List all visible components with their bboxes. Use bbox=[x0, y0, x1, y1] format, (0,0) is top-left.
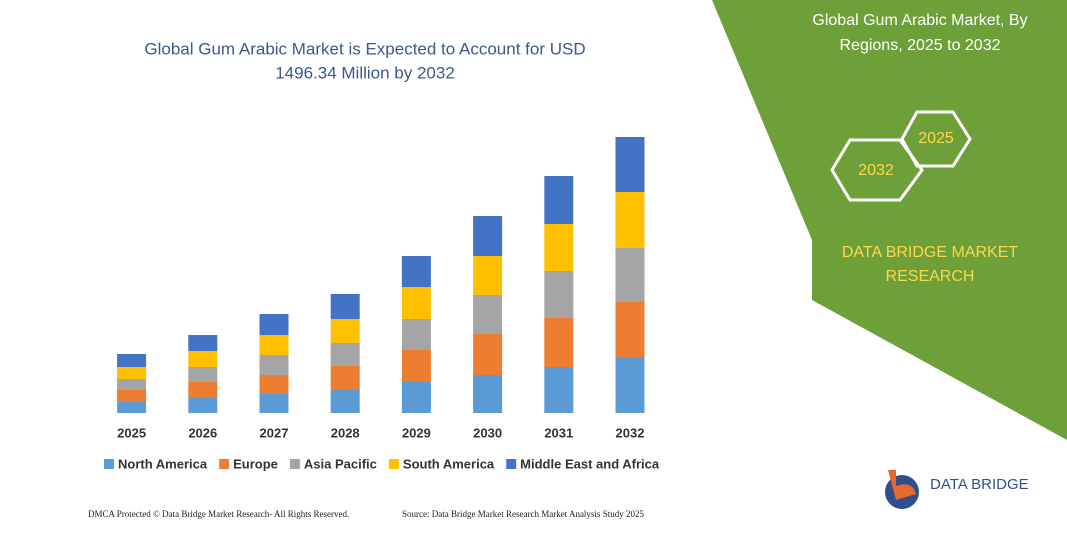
hex-label: 2025 bbox=[918, 130, 954, 147]
hex-label: 2032 bbox=[858, 162, 894, 179]
bar-segment bbox=[188, 382, 218, 398]
bar-segment bbox=[401, 256, 431, 287]
legend-label: Asia Pacific bbox=[304, 456, 377, 471]
bar-segment bbox=[117, 379, 147, 390]
bar-segment bbox=[117, 402, 147, 413]
legend-marker bbox=[219, 459, 230, 469]
bar-segment bbox=[544, 367, 574, 413]
bar-segment bbox=[544, 176, 574, 224]
bar-segment bbox=[188, 367, 218, 382]
bar-segment bbox=[615, 302, 645, 358]
logo-icon bbox=[888, 470, 916, 500]
bar-segment bbox=[188, 398, 218, 413]
bar-segment bbox=[615, 192, 645, 248]
bar-segment bbox=[473, 375, 503, 413]
bar-segment bbox=[330, 319, 360, 343]
bar-segment bbox=[259, 335, 289, 355]
bar-segment bbox=[473, 216, 503, 256]
legend-label: North America bbox=[118, 456, 208, 471]
legend-marker bbox=[388, 459, 399, 469]
x-tick-label: 2028 bbox=[331, 425, 360, 440]
bar-segment bbox=[473, 295, 503, 334]
bar-segment bbox=[259, 375, 289, 394]
logo-text: DATA BRIDGE bbox=[930, 476, 1029, 493]
bar-segment bbox=[615, 358, 645, 413]
bar-segment bbox=[401, 319, 431, 350]
x-tick-label: 2032 bbox=[616, 425, 645, 440]
bar-segment bbox=[259, 394, 289, 413]
bar-segment bbox=[117, 390, 147, 402]
bar-segment bbox=[188, 335, 218, 351]
brand-text: DATA BRIDGE MARKET bbox=[842, 244, 1019, 261]
hexagon bbox=[900, 110, 972, 168]
bar-segment bbox=[330, 343, 360, 366]
brand-text: RESEARCH bbox=[886, 268, 975, 285]
x-tick-label: 2029 bbox=[402, 425, 431, 440]
bar-segment bbox=[544, 318, 574, 367]
bar-segment bbox=[615, 248, 645, 302]
x-tick-label: 2031 bbox=[544, 425, 573, 440]
x-tick-label: 2026 bbox=[188, 425, 217, 440]
bar-segment bbox=[330, 294, 360, 319]
footer-text: DMCA Protected © Data Bridge Market Rese… bbox=[88, 509, 349, 519]
hexagon bbox=[830, 138, 924, 202]
bar-segment bbox=[117, 367, 147, 379]
bar-segment bbox=[473, 334, 503, 375]
panel-title: Regions, 2025 to 2032 bbox=[839, 37, 1000, 54]
bar-segment bbox=[188, 351, 218, 367]
panel-title: Global Gum Arabic Market, By bbox=[812, 12, 1027, 29]
bar-segment bbox=[544, 271, 574, 318]
bar-segment bbox=[259, 355, 289, 375]
footer-text: Source: Data Bridge Market Research Mark… bbox=[402, 509, 644, 519]
legend-marker bbox=[104, 459, 114, 469]
legend-label: Middle East and Africa bbox=[520, 456, 660, 471]
bar-segment bbox=[259, 314, 289, 335]
legend-label: South America bbox=[403, 456, 495, 471]
x-tick-label: 2025 bbox=[117, 425, 146, 440]
legend-label: Europe bbox=[233, 456, 278, 471]
chart-title: Global Gum Arabic Market is Expected to … bbox=[144, 39, 585, 58]
bar-segment bbox=[401, 350, 431, 382]
bar-segment bbox=[473, 256, 503, 295]
x-tick-label: 2027 bbox=[260, 425, 289, 440]
bar-segment bbox=[544, 224, 574, 271]
bar-segment bbox=[615, 137, 645, 192]
legend-marker bbox=[506, 459, 517, 469]
bar-segment bbox=[117, 354, 147, 367]
legend-marker bbox=[289, 459, 300, 469]
bar-segment bbox=[330, 366, 360, 390]
bar-segment bbox=[330, 390, 360, 413]
x-tick-label: 2030 bbox=[473, 425, 502, 440]
green-panel bbox=[712, 0, 1067, 440]
bar-segment bbox=[401, 382, 431, 413]
chart-title: 1496.34 Million by 2032 bbox=[275, 63, 455, 82]
bar-segment bbox=[401, 287, 431, 319]
